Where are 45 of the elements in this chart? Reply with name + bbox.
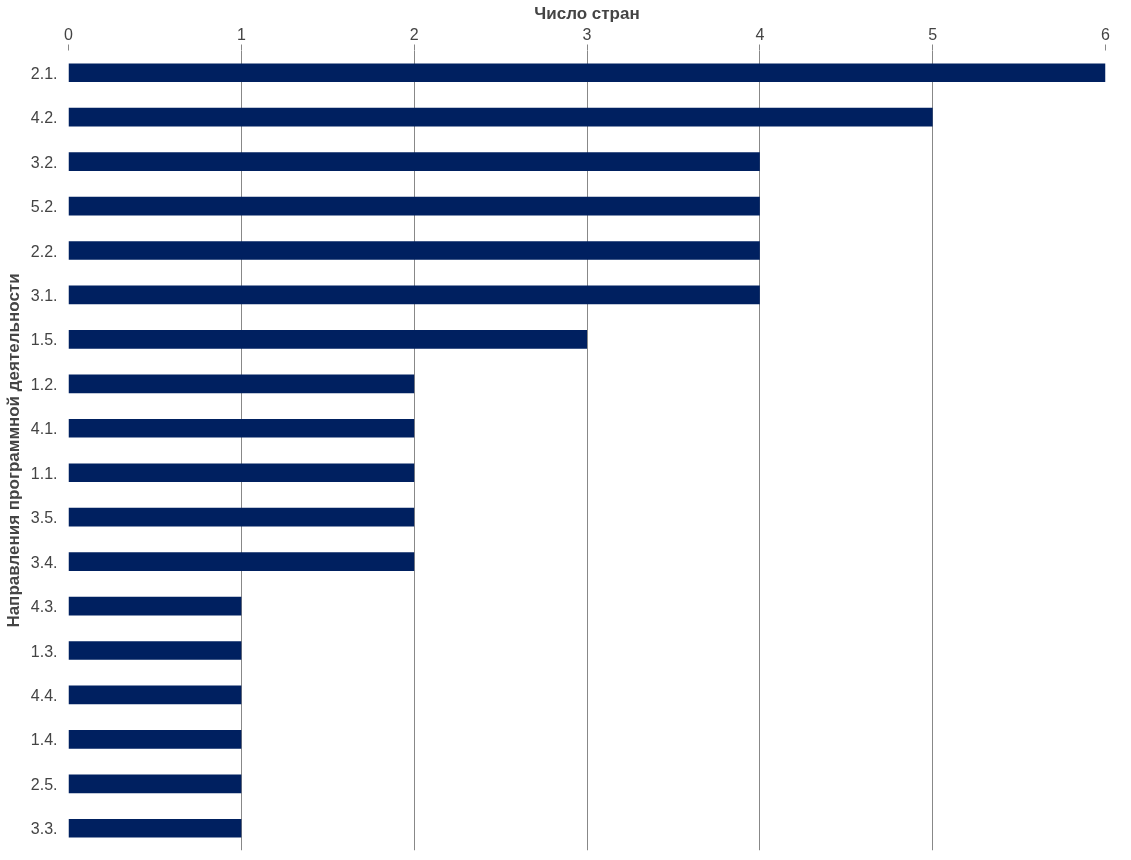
bar <box>68 463 415 483</box>
y-tick-label: 1.1. <box>30 464 58 482</box>
x-tick-label: 6 <box>1101 25 1111 43</box>
y-tick-label: 5.2. <box>30 198 58 216</box>
bar <box>68 641 242 660</box>
bar <box>68 507 415 527</box>
bar <box>68 107 933 127</box>
y-tick-label: 3.1. <box>30 286 58 304</box>
y-tick-label: 4.3. <box>30 598 58 616</box>
y-tick-label: 2.1. <box>30 64 58 82</box>
y-tick-label: 4.1. <box>30 420 58 438</box>
y-tick-label: 3.3. <box>30 820 58 838</box>
bar <box>68 152 760 171</box>
x-axis-title: Число стран <box>534 3 640 23</box>
bar <box>68 596 242 616</box>
x-tick-label: 2 <box>409 25 419 43</box>
y-tick-label: 1.3. <box>30 642 58 660</box>
bar <box>68 418 415 438</box>
y-tick-label: 3.2. <box>30 153 58 171</box>
x-tick-label: 1 <box>236 25 246 43</box>
bar <box>68 330 587 349</box>
bar <box>68 374 415 394</box>
bar <box>68 63 1106 83</box>
x-tick-label: 3 <box>582 25 592 43</box>
y-tick-label: 2.5. <box>30 775 58 793</box>
bar <box>68 774 242 794</box>
y-tick-label: 2.2. <box>30 242 58 260</box>
x-tick-label: 5 <box>928 25 938 43</box>
bar <box>68 552 415 571</box>
y-tick-label: 1.2. <box>30 375 58 393</box>
y-tick-label: 1.5. <box>30 331 58 349</box>
y-axis-title: Направления программной деятельности <box>3 273 23 628</box>
y-tick-label: 4.2. <box>30 109 58 127</box>
bar <box>68 730 242 749</box>
y-tick-label: 3.4. <box>30 553 58 571</box>
bar <box>68 285 760 305</box>
x-tick-label: 4 <box>755 25 765 43</box>
x-tick-label: 0 <box>64 25 74 43</box>
y-tick-label: 4.4. <box>30 686 58 704</box>
y-tick-label: 3.5. <box>30 509 58 527</box>
y-tick-label: 1.4. <box>30 731 58 749</box>
bar <box>68 685 242 705</box>
bar <box>68 196 760 216</box>
bar <box>68 241 760 260</box>
bar <box>68 818 242 838</box>
